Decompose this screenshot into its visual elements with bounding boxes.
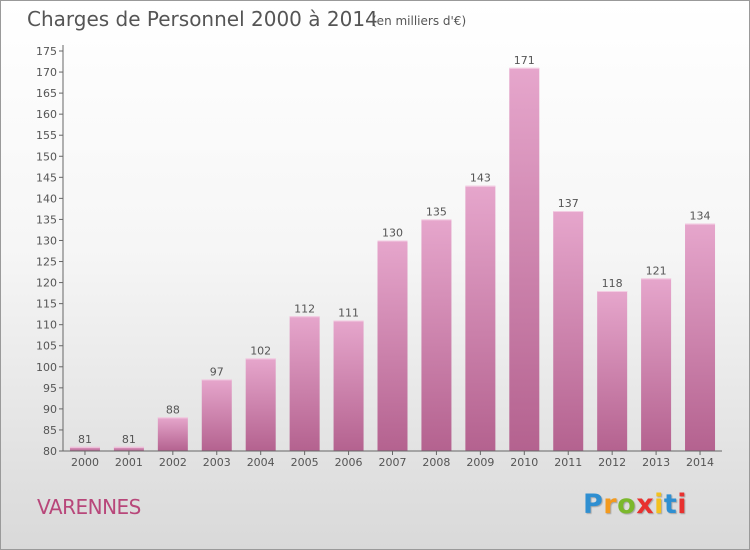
logo-letter: i [654,489,664,520]
x-tick-label: 2004 [247,456,275,469]
bar [685,223,716,451]
x-tick-label: 2002 [159,456,187,469]
data-label: 81 [122,433,136,446]
data-label: 111 [338,306,359,319]
data-label: 112 [294,302,315,315]
x-tick-label: 2010 [510,456,538,469]
x-tick-label: 2013 [642,456,670,469]
y-tick-label: 150 [36,150,57,163]
x-tick-label: 2014 [686,456,714,469]
data-label: 102 [250,344,271,357]
x-tick-label: 2003 [203,456,231,469]
y-tick-label: 165 [36,87,57,100]
bar [157,417,188,451]
bar [553,211,584,451]
y-tick-label: 175 [36,45,57,58]
y-tick-label: 145 [36,171,57,184]
y-tick-label: 115 [36,298,57,311]
data-label: 137 [558,197,579,210]
data-label: 171 [514,54,535,67]
y-tick-label: 95 [43,382,57,395]
y-tick-label: 130 [36,234,57,247]
y-tick-label: 160 [36,108,57,121]
data-label: 121 [646,264,667,277]
data-label: 88 [166,403,180,416]
bar [245,358,276,451]
data-label: 134 [690,210,711,223]
logo-letter: t [663,489,678,520]
data-label: 135 [426,205,447,218]
bar [201,379,232,451]
data-label: 118 [602,277,623,290]
logo-letter: r [603,489,618,520]
commune-name: VARENNES [37,495,141,519]
bar [421,219,452,451]
x-tick-label: 2011 [554,456,582,469]
proxiti-logo: Proxiti [583,489,687,520]
bar [465,185,496,451]
x-tick-label: 2009 [466,456,494,469]
bar [641,278,672,451]
y-tick-label: 135 [36,213,57,226]
y-tick-label: 100 [36,361,57,374]
y-tick-label: 105 [36,340,57,353]
data-label: 130 [382,226,403,239]
bar [597,291,628,451]
x-tick-label: 2000 [71,456,99,469]
logo-letter: P [583,489,604,520]
bar [377,240,408,451]
y-tick-label: 90 [43,403,57,416]
bar [69,446,100,451]
x-tick-label: 2007 [379,456,407,469]
x-tick-label: 2001 [115,456,143,469]
logo-letter: i [677,489,688,520]
x-tick-label: 2006 [335,456,363,469]
logo-letter: x [636,489,655,520]
x-tick-label: 2008 [422,456,450,469]
x-tick-label: 2012 [598,456,626,469]
x-tick-label: 2005 [291,456,319,469]
y-tick-label: 170 [36,66,57,79]
y-tick-label: 110 [36,319,57,332]
y-tick-label: 85 [43,424,57,437]
bar [509,67,540,451]
y-tick-label: 80 [43,445,57,458]
bar [113,446,144,451]
bar [333,320,364,451]
logo-letter: o [617,489,637,520]
chart-title: Charges de Personnel 2000 à 2014 [27,7,378,31]
chart-subtitle: (en milliers d'€) [372,14,467,28]
data-label: 81 [78,433,92,446]
y-tick-label: 125 [36,256,57,269]
bar [289,316,320,451]
data-label: 143 [470,172,491,185]
y-tick-label: 120 [36,277,57,290]
y-tick-label: 155 [36,129,57,142]
y-tick-label: 140 [36,192,57,205]
data-label: 97 [210,365,224,378]
